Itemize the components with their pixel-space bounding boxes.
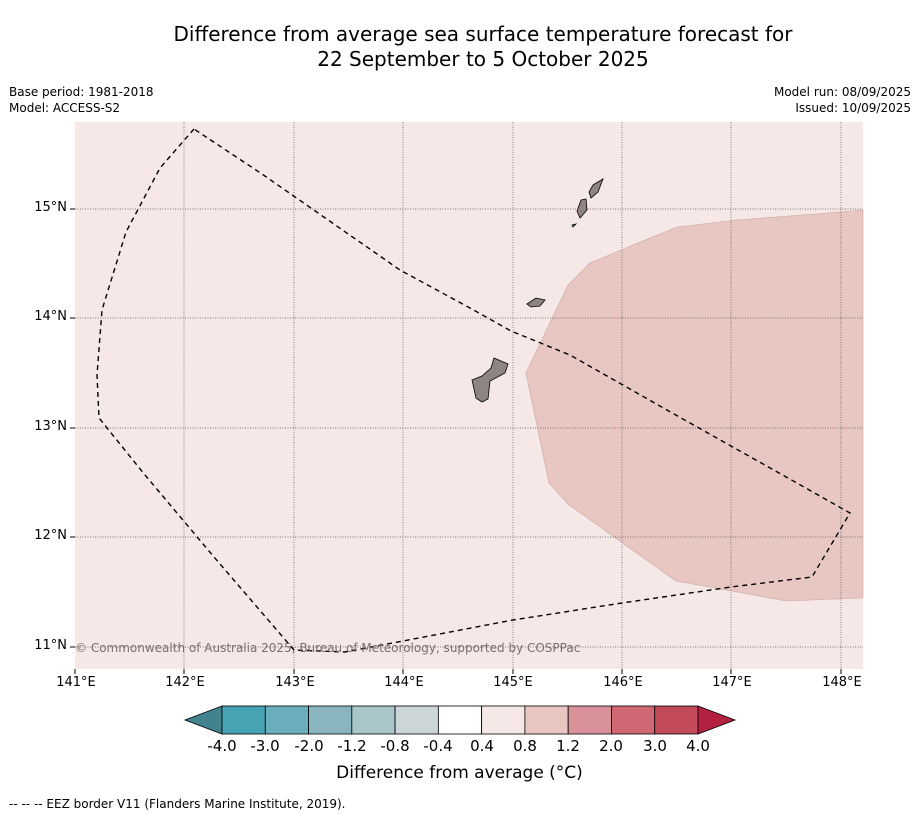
lat-label-14n: 14°N [34, 309, 67, 324]
colorbar-segments [221, 705, 699, 735]
eez-footnote: -- -- -- EEZ border V11 (Flanders Marine… [9, 797, 346, 811]
eez-border [96, 128, 851, 653]
lon-label-144e: 144°E [384, 675, 424, 690]
colorbar-segment [437, 705, 483, 735]
colorbar [183, 705, 737, 735]
island-aguijan [571, 223, 578, 228]
title-line-2: 22 September to 5 October 2025 [317, 47, 649, 71]
lon-label-145e: 145°E [493, 675, 533, 690]
colorbar-segment [611, 705, 656, 735]
colorbar-extend-high [697, 705, 737, 735]
colorbar-label: -0.8 [380, 737, 410, 755]
lat-label-11n: 11°N [34, 638, 67, 653]
colorbar-segment [264, 705, 309, 735]
colorbar-segment [654, 705, 699, 735]
colorbar-segment [481, 705, 526, 735]
island-guam [471, 357, 509, 403]
island-rota [526, 297, 546, 308]
lat-label-15n: 15°N [34, 200, 67, 215]
colorbar-label: -2.0 [294, 737, 324, 755]
lon-label-143e: 143°E [275, 675, 315, 690]
lat-label-12n: 12°N [34, 528, 67, 543]
colorbar-title: Difference from average (°C) [336, 763, 583, 783]
colorbar-label: 3.0 [643, 737, 667, 755]
colorbar-label: 1.2 [556, 737, 580, 755]
lon-label-141e: 141°E [56, 675, 96, 690]
model-run: Model run: 08/09/2025 [773, 85, 911, 99]
colorbar-label: 0.8 [513, 737, 537, 755]
copyright-notice: © Commonwealth of Australia 2025, Bureau… [75, 641, 581, 655]
lon-label-148e: 148°E [822, 675, 862, 690]
colorbar-segment [308, 705, 353, 735]
colorbar-label: -0.4 [423, 737, 453, 755]
lon-label-147e: 147°E [712, 675, 752, 690]
colorbar-extend-low [183, 705, 223, 735]
colorbar-label: -4.0 [207, 737, 237, 755]
gridlines [75, 122, 863, 669]
colorbar-segment [351, 705, 396, 735]
colorbar-label: 4.0 [686, 737, 710, 755]
issued-date: Issued: 10/09/2025 [795, 101, 911, 115]
colorbar-segment [567, 705, 612, 735]
meta-left: Base period: 1981-2018 Model: ACCESS-S2 [9, 84, 154, 116]
tick-marks [70, 208, 842, 674]
meta-right: Model run: 08/09/2025 Issued: 10/09/2025 [774, 84, 911, 116]
lon-label-146e: 146°E [603, 675, 643, 690]
lat-label-13n: 13°N [34, 419, 67, 434]
page-title: Difference from average sea surface temp… [0, 22, 919, 72]
colorbar-label: -3.0 [250, 737, 280, 755]
title-line-1: Difference from average sea surface temp… [173, 22, 793, 46]
model-name: Model: ACCESS-S2 [9, 101, 121, 115]
colorbar-segment [394, 705, 439, 735]
colorbar-segment [221, 705, 266, 735]
island-saipan [588, 178, 604, 199]
colorbar-segment [524, 705, 569, 735]
colorbar-label: 0.4 [470, 737, 494, 755]
colorbar-label: -1.2 [337, 737, 367, 755]
base-period: Base period: 1981-2018 [9, 85, 154, 99]
land-masses [471, 178, 604, 403]
lon-label-142e: 142°E [165, 675, 205, 690]
colorbar-label: 2.0 [599, 737, 623, 755]
island-tinian [576, 198, 588, 219]
